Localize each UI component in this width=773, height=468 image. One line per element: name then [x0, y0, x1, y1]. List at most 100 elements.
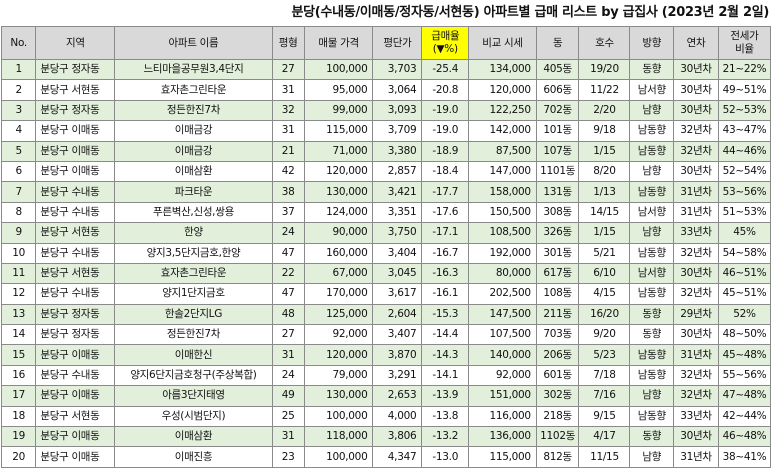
cell-price[interactable]: 118,000	[303, 426, 374, 448]
cell-region[interactable]: 분당구 정자동	[35, 99, 116, 122]
cell-per-pyeong[interactable]: 3,380	[372, 140, 423, 162]
cell-dong[interactable]: 302동	[535, 385, 580, 407]
cell-per-pyeong[interactable]: 3,750	[372, 222, 423, 244]
cell-direction[interactable]: 남서향	[629, 262, 675, 285]
cell-pyeong[interactable]: 47	[271, 242, 305, 264]
cell-region[interactable]: 분당구 정자동	[35, 58, 116, 81]
cell-direction[interactable]: 남동향	[629, 181, 675, 203]
cell-compare[interactable]: 147,000	[468, 160, 537, 183]
cell-direction[interactable]: 남향	[629, 160, 675, 183]
cell-no[interactable]: 8	[0, 201, 37, 224]
cell-discount[interactable]: -19.0	[421, 120, 470, 142]
cell-dong[interactable]: 101동	[535, 120, 580, 142]
cell-discount[interactable]: -16.7	[421, 242, 470, 264]
cell-pyeong[interactable]: 49	[271, 385, 305, 407]
cell-discount[interactable]: -17.1	[421, 222, 470, 244]
cell-discount[interactable]: -16.3	[421, 262, 470, 285]
cell-compare[interactable]: 136,000	[468, 426, 537, 448]
cell-apt[interactable]: 한솔2단지LG	[114, 303, 273, 326]
cell-no[interactable]: 16	[0, 364, 37, 387]
cell-discount[interactable]: -13.0	[421, 446, 470, 468]
cell-ho[interactable]: 1/15	[578, 222, 631, 244]
cell-per-pyeong[interactable]: 3,351	[372, 201, 423, 224]
cell-jeonse[interactable]: 53~56%	[717, 181, 772, 203]
cell-discount[interactable]: -25.4	[421, 58, 470, 81]
cell-pyeong[interactable]: 22	[271, 262, 305, 285]
cell-age[interactable]: 31년차	[673, 344, 719, 366]
cell-dong[interactable]: 702동	[535, 99, 580, 122]
cell-region[interactable]: 분당구 수내동	[35, 242, 116, 264]
cell-apt[interactable]: 한양	[114, 222, 273, 244]
cell-ho[interactable]: 7/16	[578, 385, 631, 407]
cell-no[interactable]: 7	[0, 181, 37, 203]
cell-per-pyeong[interactable]: 4,000	[372, 405, 423, 428]
cell-age[interactable]: 30년차	[673, 426, 719, 448]
cell-region[interactable]: 분당구 이매동	[35, 446, 116, 468]
cell-jeonse[interactable]: 54~58%	[717, 242, 772, 264]
cell-ho[interactable]: 19/20	[578, 58, 631, 81]
cell-no[interactable]: 11	[0, 262, 37, 285]
cell-direction[interactable]: 남동향	[629, 364, 675, 387]
cell-ho[interactable]: 9/18	[578, 120, 631, 142]
cell-per-pyeong[interactable]: 3,806	[372, 426, 423, 448]
cell-discount[interactable]: -15.3	[421, 303, 470, 326]
cell-jeonse[interactable]: 52%	[717, 303, 772, 326]
cell-ho[interactable]: 5/21	[578, 242, 631, 264]
cell-age[interactable]: 32년차	[673, 364, 719, 387]
cell-direction[interactable]: 남동향	[629, 242, 675, 264]
cell-ho[interactable]: 4/17	[578, 426, 631, 448]
cell-direction[interactable]: 남향	[629, 99, 675, 122]
col-header-no[interactable]: No.	[0, 26, 37, 60]
cell-price[interactable]: 67,000	[303, 262, 374, 285]
cell-pyeong[interactable]: 38	[271, 181, 305, 203]
cell-per-pyeong[interactable]: 2,604	[372, 303, 423, 326]
cell-compare[interactable]: 134,000	[468, 58, 537, 81]
cell-apt[interactable]: 이매삼환	[114, 160, 273, 183]
cell-pyeong[interactable]: 48	[271, 303, 305, 326]
cell-age[interactable]: 29년차	[673, 303, 719, 326]
cell-ho[interactable]: 1/15	[578, 140, 631, 162]
cell-direction[interactable]: 남향	[629, 385, 675, 407]
cell-direction[interactable]: 남동향	[629, 140, 675, 162]
cell-per-pyeong[interactable]: 3,291	[372, 364, 423, 387]
cell-ho[interactable]: 6/10	[578, 262, 631, 285]
cell-per-pyeong[interactable]: 3,617	[372, 283, 423, 305]
cell-no[interactable]: 18	[0, 405, 37, 428]
cell-price[interactable]: 170,000	[303, 283, 374, 305]
cell-region[interactable]: 분당구 정자동	[35, 303, 116, 326]
cell-region[interactable]: 분당구 서현동	[35, 222, 116, 244]
col-header-jeonse[interactable]: 전세가 비율	[717, 26, 772, 60]
cell-pyeong[interactable]: 24	[271, 222, 305, 244]
cell-discount[interactable]: -18.9	[421, 140, 470, 162]
cell-ho[interactable]: 2/20	[578, 99, 631, 122]
cell-compare[interactable]: 108,500	[468, 222, 537, 244]
cell-price[interactable]: 120,000	[303, 160, 374, 183]
cell-pyeong[interactable]: 32	[271, 99, 305, 122]
cell-region[interactable]: 분당구 정자동	[35, 324, 116, 346]
cell-ho[interactable]: 4/15	[578, 283, 631, 305]
cell-discount[interactable]: -14.3	[421, 344, 470, 366]
cell-apt[interactable]: 푸른벽산,신성,쌍용	[114, 201, 273, 224]
cell-no[interactable]: 14	[0, 324, 37, 346]
cell-region[interactable]: 분당구 이매동	[35, 160, 116, 183]
col-header-per-pyeong[interactable]: 평단가	[372, 26, 423, 60]
cell-price[interactable]: 130,000	[303, 385, 374, 407]
cell-per-pyeong[interactable]: 4,347	[372, 446, 423, 468]
cell-no[interactable]: 10	[0, 242, 37, 264]
cell-per-pyeong[interactable]: 2,857	[372, 160, 423, 183]
cell-region[interactable]: 분당구 서현동	[35, 405, 116, 428]
col-header-apt[interactable]: 아파트 이름	[114, 26, 273, 60]
cell-ho[interactable]: 14/15	[578, 201, 631, 224]
cell-per-pyeong[interactable]: 3,064	[372, 79, 423, 101]
cell-ho[interactable]: 11/22	[578, 79, 631, 101]
cell-compare[interactable]: 87,500	[468, 140, 537, 162]
cell-jeonse[interactable]: 55~56%	[717, 364, 772, 387]
cell-age[interactable]: 30년차	[673, 58, 719, 81]
cell-price[interactable]: 100,000	[303, 446, 374, 468]
cell-jeonse[interactable]: 44~46%	[717, 140, 772, 162]
cell-price[interactable]: 125,000	[303, 303, 374, 326]
cell-region[interactable]: 분당구 수내동	[35, 181, 116, 203]
cell-compare[interactable]: 116,000	[468, 405, 537, 428]
cell-price[interactable]: 115,000	[303, 120, 374, 142]
cell-no[interactable]: 4	[0, 120, 37, 142]
